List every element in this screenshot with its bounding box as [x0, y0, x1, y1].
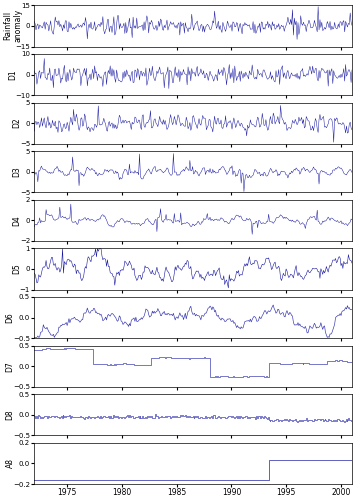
Y-axis label: D7: D7 [6, 361, 15, 372]
Y-axis label: D5: D5 [12, 264, 21, 274]
Y-axis label: D6: D6 [6, 312, 15, 323]
Y-axis label: A8: A8 [6, 458, 15, 468]
Y-axis label: D4: D4 [12, 215, 22, 226]
Y-axis label: Rainfall
anomaly: Rainfall anomaly [3, 10, 22, 42]
Y-axis label: D2: D2 [12, 118, 22, 128]
Y-axis label: D3: D3 [12, 166, 22, 177]
Y-axis label: D1: D1 [8, 69, 17, 80]
Y-axis label: D8: D8 [6, 410, 15, 420]
